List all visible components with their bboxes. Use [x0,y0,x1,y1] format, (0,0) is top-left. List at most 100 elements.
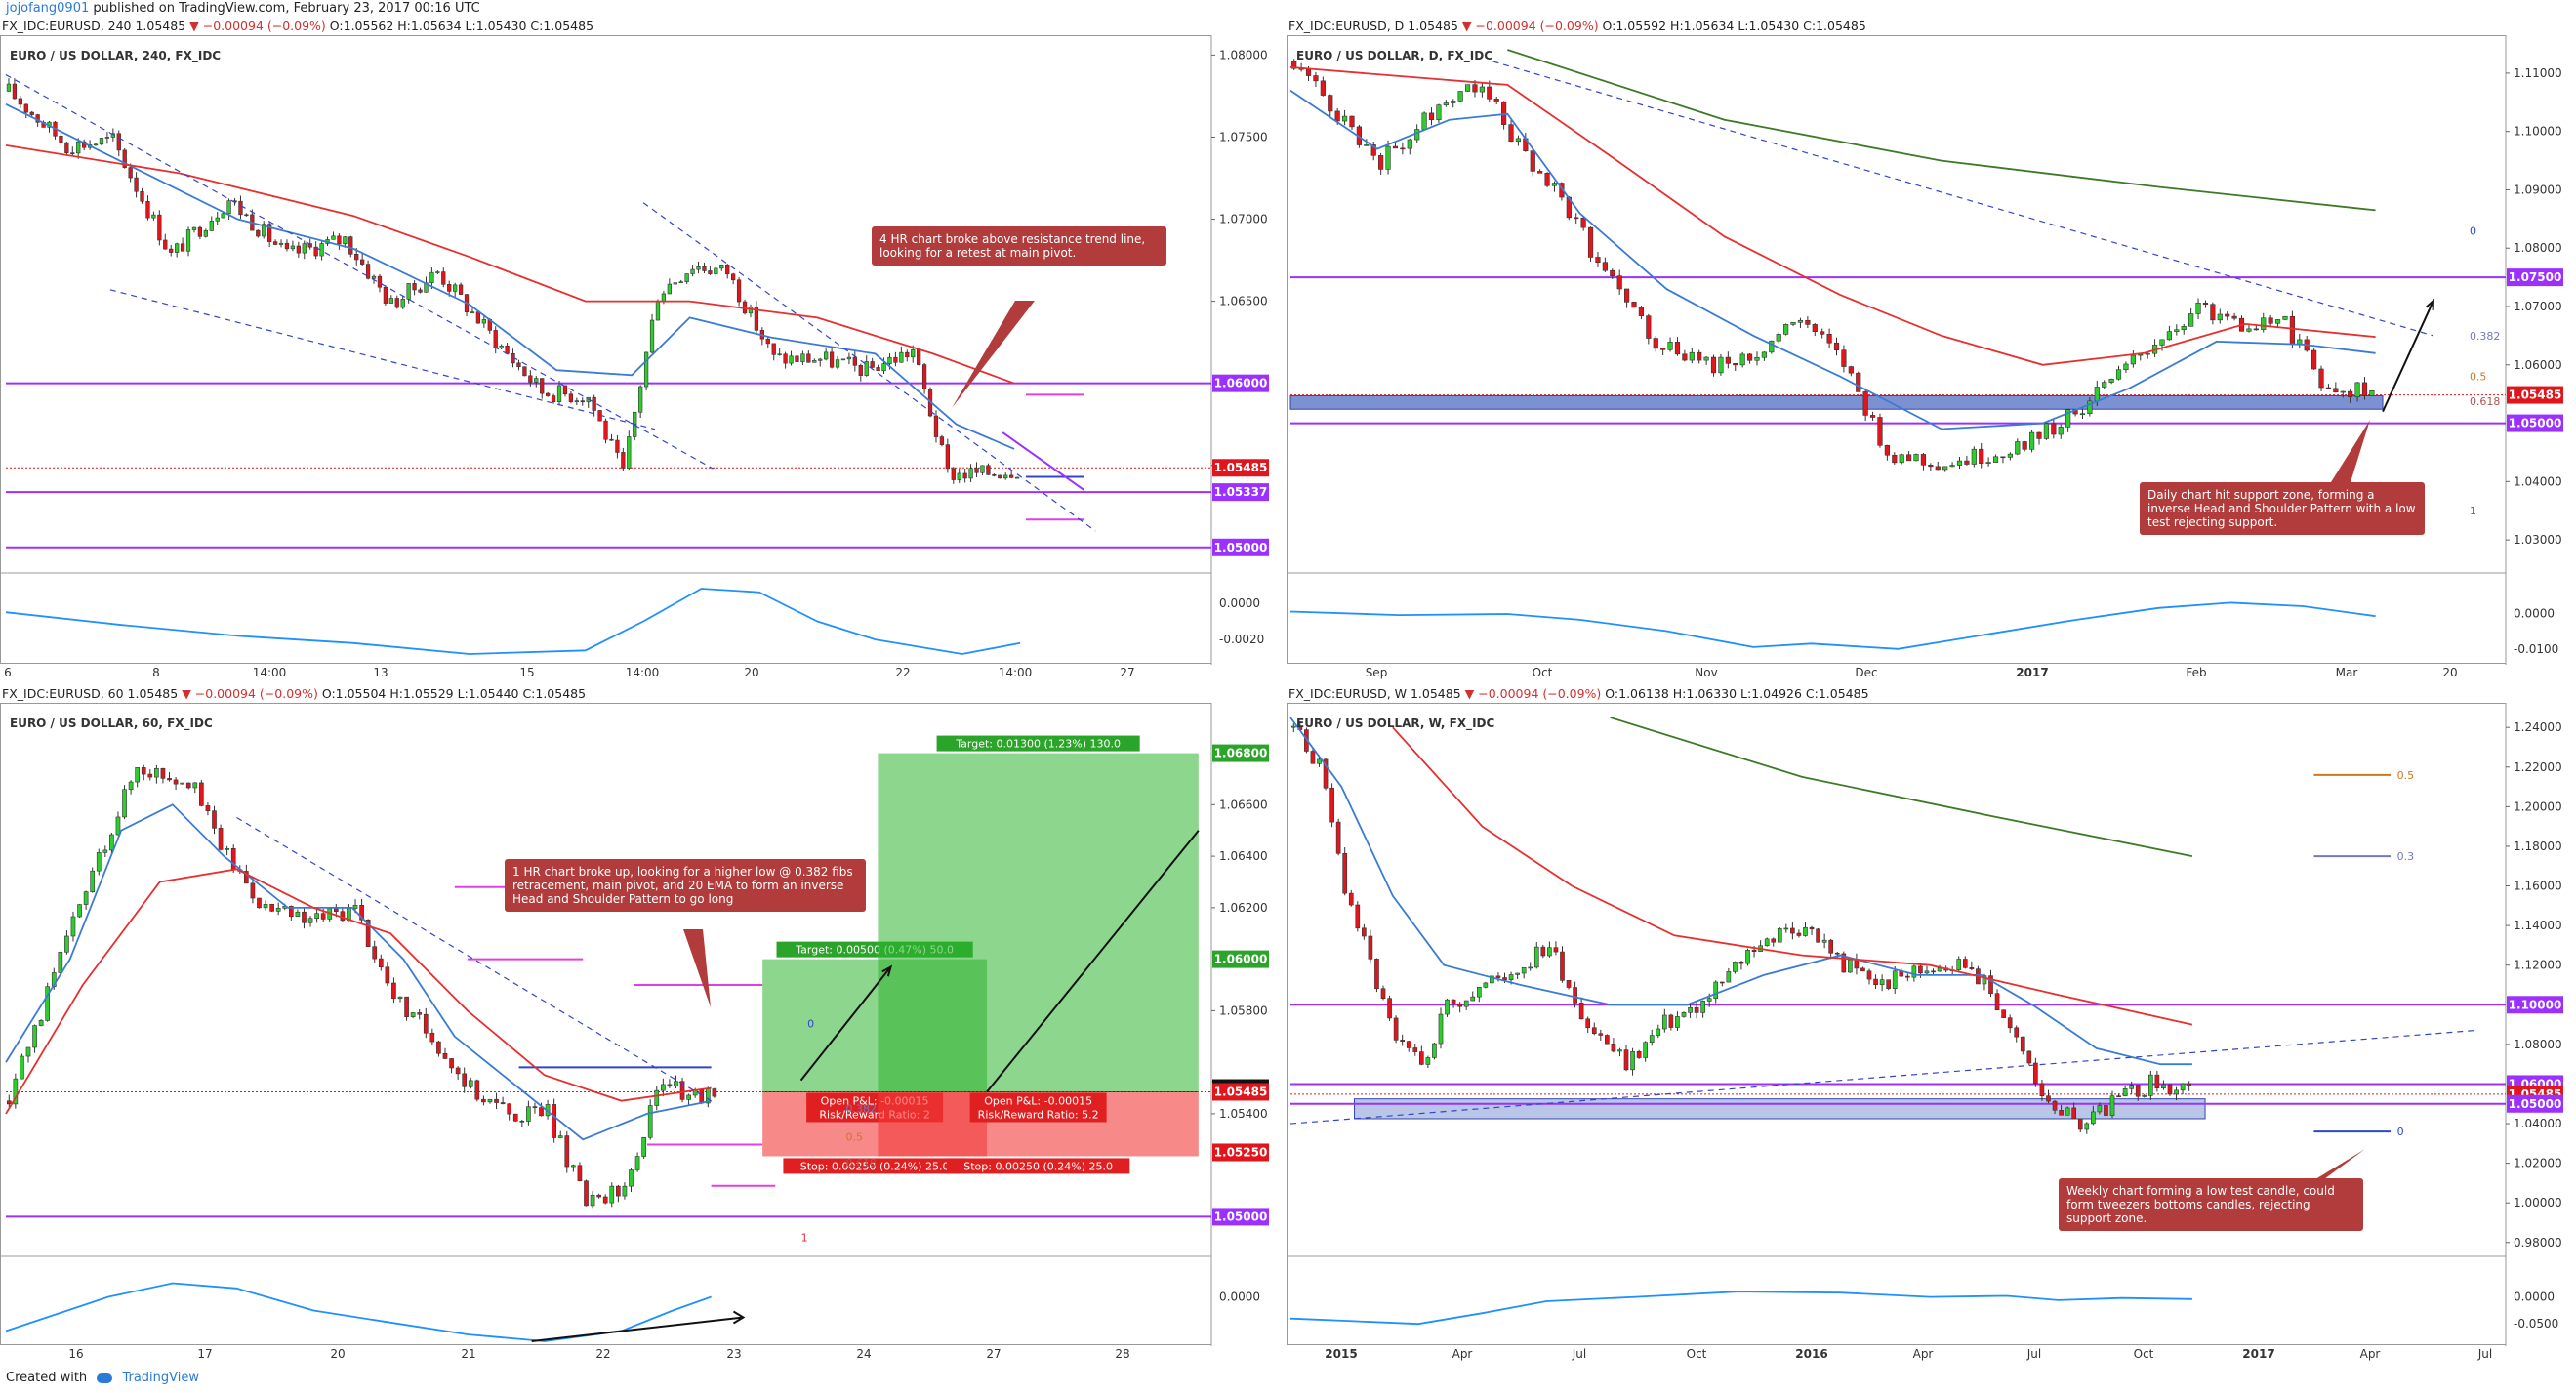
y-tick-label: 1.20000 [2514,799,2562,813]
tradingview-link[interactable]: TradingView [122,1371,199,1385]
x-tick-label: 20 [2442,666,2457,679]
candle [1418,1045,1424,1066]
callout-pointer [2331,420,2370,482]
candle [1660,348,1666,356]
candle [76,138,81,159]
candle [1611,1038,1616,1053]
y-tick-label: 1.24000 [2514,720,2562,734]
candle [1969,961,1975,971]
candle [32,1024,37,1053]
candle [262,221,266,239]
x-tick-label: 2017 [2016,666,2048,679]
chart-svg[interactable]: 0.5 0.3 0 1.24000 1.22000 1.20000 1.18000 1.160… [1287,685,2576,1363]
fib-label: 0.3 [2397,850,2415,863]
candle [59,131,63,147]
candle [1487,80,1492,103]
candle [2142,1093,2147,1098]
candle [696,261,701,274]
candle [846,352,852,365]
chart-svg[interactable]: 0 0.382 0.5 0.618 1 1.11000 1.10000 1.09000 1.08… [1287,18,2576,681]
candle [616,1184,621,1203]
candle [1911,964,1917,982]
candle [1551,181,1558,192]
x-tick-label: Jul [2477,1347,2492,1361]
candle [2052,1099,2058,1115]
candle [238,195,243,220]
candle [1848,365,1854,377]
candle [580,397,585,406]
candle [1862,388,1868,422]
ema-line-ema50 [5,144,1015,385]
candle [1378,152,1384,175]
candle [109,832,114,855]
candle [564,1130,570,1173]
symbol-label: EURO / US DOLLAR, 240, FX_IDC [10,49,222,62]
osc-tick-label: 0.0000 [2514,1291,2555,1304]
candle [609,433,614,441]
candle [2036,431,2042,445]
fib-label: 0.5 [2470,371,2487,384]
svg-text:Stop: 0.00250 (0.24%) 25.0: Stop: 0.00250 (0.24%) 25.0 [800,1160,950,1172]
candle [568,390,574,404]
chart-svg[interactable]: 1.080001.075001.070001.065001.060001.055… [0,18,1283,681]
candle [185,226,191,257]
candle [2051,419,2057,439]
price-tag-bg [2507,386,2563,404]
candle [180,237,185,252]
candle [410,1012,416,1019]
candle [203,228,208,238]
publish-header: jojofang0901 published on TradingView.co… [0,0,2576,18]
candle [160,767,166,784]
candle [1783,923,1789,933]
candle [192,782,198,794]
candle [145,195,150,221]
candle [1828,938,1834,960]
candle [2282,315,2288,321]
candle [2109,1090,2115,1119]
x-tick-label: 2015 [1325,1347,1357,1361]
candle [115,811,121,836]
chart-panel-h4: FX_IDC:EURUSD, 240 1.05485 ▼ −0.00094 (−… [0,18,1283,681]
candle [532,1102,538,1114]
candle [1873,974,1878,990]
candle [441,267,446,288]
candle [1348,889,1354,907]
candle [705,1086,711,1108]
candle [295,909,301,918]
candle [1385,140,1391,175]
candle [643,351,649,391]
candle [1964,455,1970,466]
candle [980,465,985,475]
candle [771,343,776,361]
x-tick-label: Oct [1533,666,1553,679]
candle [609,1182,615,1208]
candle [400,296,405,309]
y-tick-label: 1.08000 [2514,1038,2562,1051]
candle [2077,1118,2083,1133]
candle [945,438,950,473]
candle [365,260,371,280]
candle [905,349,910,362]
candle [1805,316,1811,329]
candle [418,287,423,294]
price-tag: 1.05337 [1214,485,1268,499]
candle [2210,302,2216,325]
candle [812,358,817,363]
candle [1796,929,1802,938]
candle [1476,986,1482,1003]
footer: Created with TradingView [0,1363,2576,1393]
candle [394,295,399,309]
candle [1833,337,1840,356]
x-tick-label: Jul [2026,1347,2041,1361]
price-tag: 1.10000 [2509,998,2562,1011]
trend-line [109,289,656,430]
candle [577,1162,583,1182]
trend-line [642,202,1096,532]
candle [748,304,754,318]
candle [1913,453,1919,462]
author-link[interactable]: jojofang0901 [6,1,90,16]
candle [1821,933,1827,949]
candle [1956,956,1962,973]
candle [546,391,551,397]
